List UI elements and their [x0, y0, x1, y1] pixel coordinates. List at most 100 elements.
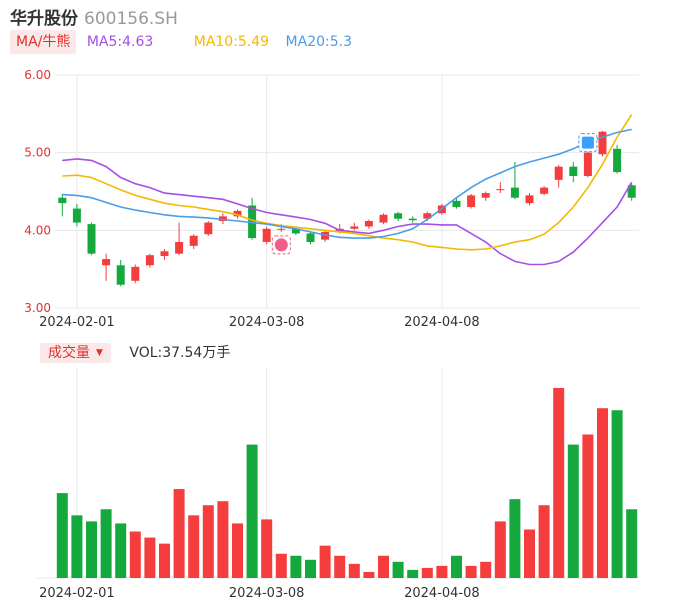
candle-body: [364, 221, 373, 227]
stock-code: 600156.SH: [84, 9, 178, 29]
volume-bar: [202, 505, 214, 578]
buy-signal-icon: [578, 133, 598, 153]
candle-body: [540, 187, 549, 194]
volume-bar: [480, 561, 492, 578]
candle-body: [72, 208, 81, 223]
volume-bar: [115, 523, 127, 578]
volume-bar: [407, 569, 419, 578]
volume-legend: 成交量 ▼ VOL:37.54万手: [40, 342, 231, 363]
volume-bar: [173, 489, 185, 578]
candle-body: [379, 214, 388, 223]
candle: [569, 161, 578, 183]
candle: [145, 253, 154, 268]
candle-body: [394, 213, 403, 219]
candle-body: [481, 193, 490, 198]
candle: [116, 259, 125, 287]
ma20-value: MA20:5.3: [285, 34, 352, 50]
volume-indicator-selector[interactable]: 成交量 ▼: [40, 343, 111, 363]
candle-body: [145, 255, 154, 266]
date-axis-label: 2024-04-08: [404, 586, 480, 601]
candle-body: [423, 213, 432, 219]
ma20-line: [62, 128, 632, 239]
candle-body: [116, 265, 125, 285]
stock-name: 华升股份: [10, 9, 78, 29]
ma10-line: [62, 114, 633, 251]
candle-body: [525, 195, 534, 204]
candle-body: [262, 228, 271, 242]
volume-bar: [509, 499, 521, 578]
candle: [408, 216, 417, 223]
candle: [175, 222, 184, 256]
volume-indicator-label: 成交量: [48, 345, 90, 361]
candle-body: [189, 235, 198, 246]
volume-bar: [232, 523, 243, 578]
candle: [379, 213, 388, 225]
candle-body: [102, 259, 111, 266]
volume-bar: [334, 555, 346, 578]
bull-badge-dot: [274, 238, 288, 252]
volume-bar: [56, 493, 68, 578]
candle-body: [350, 226, 359, 229]
volume-bar: [217, 501, 229, 578]
candle: [218, 213, 227, 225]
candle-body: [598, 131, 607, 155]
candle-body: [131, 266, 140, 281]
volume-bar: [538, 505, 550, 578]
price-axis-label: 5.00: [24, 146, 51, 160]
candle-body: [87, 224, 96, 254]
date-axis-label: 2024-02-01: [39, 586, 115, 601]
volume-bar: [86, 521, 97, 578]
candle-body: [627, 185, 636, 198]
volume-bar: [188, 515, 200, 578]
volume-bar: [494, 521, 506, 578]
candle: [496, 182, 505, 194]
volume-value: VOL:37.54万手: [129, 345, 231, 361]
candle: [72, 203, 81, 227]
candle-body: [554, 166, 563, 180]
volume-bar: [553, 388, 565, 578]
volume-bar: [567, 444, 579, 578]
candle: [160, 248, 169, 260]
candle: [627, 183, 636, 201]
candle-body: [175, 241, 184, 254]
ma5-line: [62, 158, 633, 266]
candle: [525, 193, 534, 206]
date-axis-label: 2024-04-08: [404, 315, 480, 330]
candle: [248, 197, 257, 240]
candle-body: [569, 166, 578, 176]
volume-bar: [305, 559, 316, 578]
candle-body: [452, 200, 461, 208]
volume-bar: [275, 553, 287, 578]
volume-bar: [582, 434, 594, 578]
volume-bar: [626, 509, 638, 578]
ma5-value: MA5:4.63: [86, 34, 154, 50]
candle-body: [160, 251, 169, 256]
candle: [102, 253, 111, 281]
volume-bar: [363, 571, 375, 578]
ma-indicator-selector[interactable]: MA/牛熊: [10, 30, 77, 54]
candle: [262, 226, 271, 245]
candle: [598, 130, 607, 157]
candle: [204, 221, 213, 236]
candle: [510, 161, 519, 200]
candle-body: [204, 222, 213, 235]
candle: [394, 211, 403, 222]
dropdown-caret-icon: ▼: [96, 348, 103, 358]
volume-bar: [348, 563, 360, 578]
candle-body: [291, 228, 300, 234]
price-axis-label: 6.00: [24, 68, 51, 82]
candle: [58, 193, 67, 217]
volume-bar: [421, 567, 433, 578]
candle: [481, 191, 490, 201]
candle: [306, 231, 315, 245]
volume-bar: [319, 545, 331, 578]
candle-body: [233, 210, 242, 217]
price-axis-label: 3.00: [24, 301, 51, 315]
candle-body: [496, 189, 505, 191]
candle: [131, 264, 140, 284]
candle: [350, 222, 359, 231]
volume-bar: [436, 565, 448, 578]
candle: [613, 144, 622, 174]
candle-body: [58, 197, 67, 204]
